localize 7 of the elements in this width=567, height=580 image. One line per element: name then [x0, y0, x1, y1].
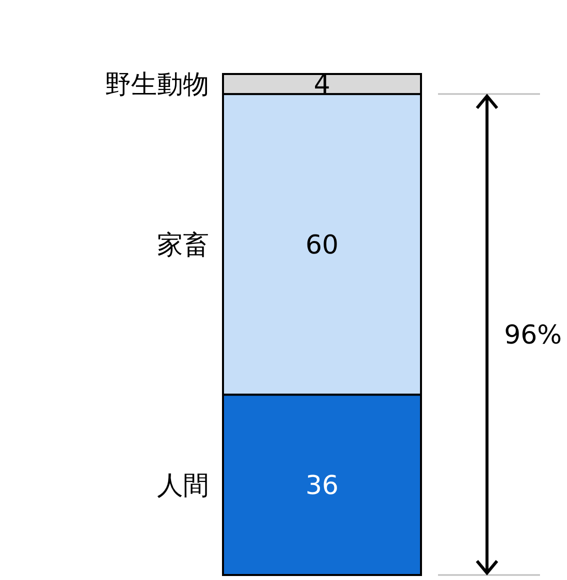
series-label: 人間	[157, 470, 209, 501]
data-label: 36	[305, 470, 339, 501]
series-label: 家畜	[157, 230, 209, 260]
data-label: 60	[305, 230, 339, 260]
data-label: 4	[314, 70, 330, 100]
text: 96%	[504, 320, 562, 351]
series-label: 野生動物	[105, 70, 209, 100]
